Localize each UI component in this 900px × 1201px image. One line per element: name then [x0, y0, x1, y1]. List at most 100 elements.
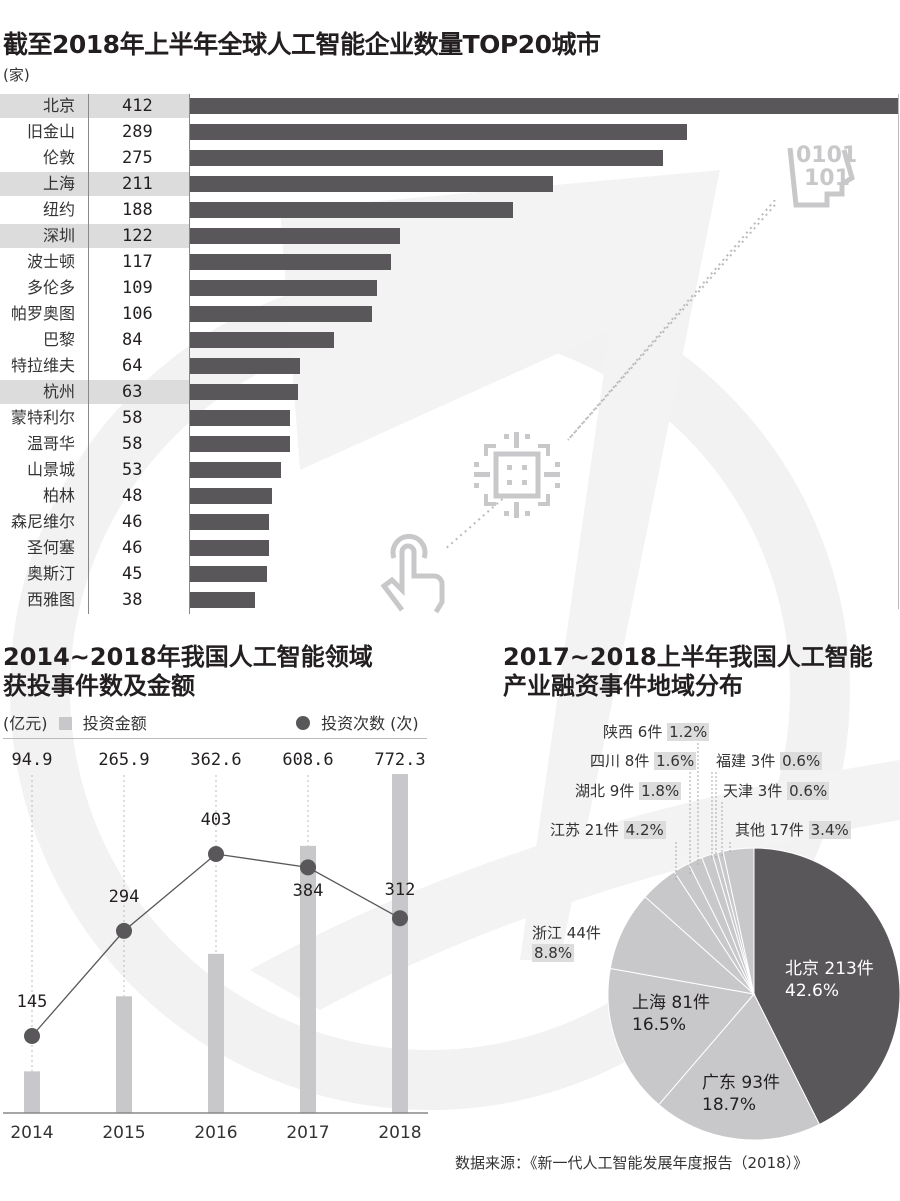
city-name: 伦敦	[42, 148, 75, 167]
city-count: 46	[122, 538, 143, 558]
city-row: 杭州 63	[0, 380, 190, 404]
left-chart-title-line1: 2014~2018年我国人工智能领域	[3, 643, 373, 671]
city-bar	[190, 566, 267, 582]
city-row: 特拉维夫 64	[0, 354, 190, 378]
count-dot	[116, 922, 132, 939]
city-name: 杭州	[42, 382, 75, 401]
city-row: 旧金山 289	[0, 120, 190, 144]
top-chart-unit: (家)	[3, 66, 30, 84]
city-count: 122	[122, 226, 153, 246]
amount-value-label: 772.3	[374, 750, 426, 770]
city-bar	[190, 488, 272, 504]
city-bar	[190, 228, 400, 244]
pie-label-shaanxi: 陕西 6件 1.2%	[603, 723, 710, 741]
city-count: 211	[122, 174, 153, 194]
year-axis-label: 2016	[194, 1123, 238, 1143]
city-count: 106	[122, 304, 153, 324]
count-legend-label: 投资次数 (次)	[321, 714, 419, 733]
city-bar	[190, 176, 553, 192]
pie-slice	[722, 847, 755, 995]
city-count: 58	[122, 408, 143, 428]
city-row: 纽约 188	[0, 198, 190, 222]
amount-bar	[300, 845, 316, 1113]
count-value-label: 312	[384, 880, 416, 901]
city-name: 特拉维夫	[10, 356, 75, 375]
amount-bar	[208, 953, 224, 1113]
city-name: 北京	[42, 96, 75, 115]
right-border-line	[898, 94, 899, 609]
pie-label-tianjin: 天津 3件 0.6%	[723, 782, 830, 800]
year-axis-label: 2015	[102, 1123, 146, 1143]
amount-value-label: 94.9	[11, 750, 53, 770]
city-bar	[190, 332, 334, 348]
city-count: 289	[122, 122, 153, 142]
city-count: 58	[122, 434, 143, 454]
city-bar	[190, 254, 391, 270]
city-row: 深圳 122	[0, 224, 190, 248]
city-row: 柏林 48	[0, 484, 190, 508]
count-dot	[300, 859, 316, 876]
city-name: 多伦多	[26, 278, 75, 297]
city-count: 84	[122, 330, 143, 350]
city-count: 412	[122, 96, 153, 116]
column-divider	[88, 94, 89, 614]
city-name: 森尼维尔	[10, 512, 75, 531]
pie-label-shanghai: 上海 81件 16.5%	[632, 993, 711, 1035]
city-count: 45	[122, 564, 143, 584]
pie-slice	[607, 967, 755, 1106]
pie-label-sichuan: 四川 8件 1.6%	[590, 752, 697, 770]
amount-legend-label: 投资金额	[82, 714, 147, 733]
right-chart-title-line2: 产业融资事件地域分布	[503, 672, 743, 700]
top-chart-title: 截至2018年上半年全球人工智能企业数量TOP20城市	[3, 30, 601, 59]
touch-hand-icon	[380, 534, 445, 614]
year-axis-label: 2018	[378, 1123, 422, 1143]
city-row: 奥斯汀 45	[0, 562, 190, 586]
amount-value-label: 608.6	[282, 750, 334, 770]
city-bar	[190, 150, 663, 166]
city-count: 188	[122, 200, 153, 220]
year-axis-label: 2014	[10, 1123, 54, 1143]
city-count: 109	[122, 278, 153, 298]
investment-combo-chart	[3, 774, 428, 1114]
left-chart-legend-amount: (亿元) 投资金额	[3, 710, 147, 734]
amount-value-label: 362.6	[190, 750, 242, 770]
left-chart-title-line2: 获投事件数及金额	[3, 672, 195, 700]
count-value-label: 294	[108, 886, 140, 907]
pie-label-fujian: 福建 3件 0.6%	[716, 752, 823, 770]
chip-icon	[474, 432, 560, 518]
city-name: 蒙特利尔	[10, 408, 75, 427]
city-bar	[190, 410, 290, 426]
city-row: 蒙特利尔 58	[0, 406, 190, 430]
right-chart-title-line1: 2017~2018上半年我国人工智能	[503, 643, 873, 671]
binary-head-icon: 0101 101	[787, 143, 857, 208]
left-chart-legend-count: 投资次数 (次)	[296, 710, 419, 734]
dotted-connector	[443, 200, 776, 551]
pie-label-beijing: 北京 213件 42.6%	[785, 959, 874, 1001]
city-bar	[190, 98, 898, 114]
count-value-label: 384	[292, 881, 324, 902]
city-name: 山景城	[26, 460, 75, 479]
city-row: 波士顿 117	[0, 250, 190, 274]
city-row: 西雅图 38	[0, 588, 190, 612]
count-dot	[392, 910, 408, 927]
city-bar	[190, 124, 687, 140]
count-legend-dot-icon	[296, 716, 310, 730]
amount-bar	[24, 1071, 40, 1113]
city-name: 柏林	[42, 486, 75, 505]
city-bar	[190, 592, 255, 608]
city-row: 温哥华 58	[0, 432, 190, 456]
pie-label-hubei: 湖北 9件 1.8%	[575, 782, 682, 800]
city-bar	[190, 202, 513, 218]
city-bar	[190, 306, 372, 322]
city-name: 深圳	[42, 226, 75, 245]
pie-label-zhejiang: 浙江 44件 8.8%	[532, 924, 601, 962]
city-row: 帕罗奥图 106	[0, 302, 190, 326]
pie-label-other: 其他 17件 3.4%	[735, 821, 851, 839]
count-dot	[208, 846, 224, 862]
city-name: 温哥华	[26, 434, 75, 453]
city-bar	[190, 358, 300, 374]
city-name: 帕罗奥图	[10, 304, 75, 323]
city-name: 奥斯汀	[26, 564, 75, 583]
city-bar	[190, 436, 290, 452]
